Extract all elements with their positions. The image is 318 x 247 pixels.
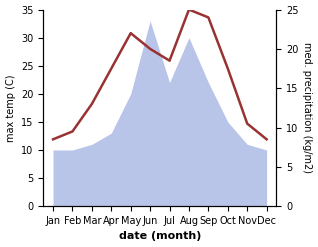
X-axis label: date (month): date (month) xyxy=(119,231,201,242)
Y-axis label: max temp (C): max temp (C) xyxy=(5,74,16,142)
Y-axis label: med. precipitation (kg/m2): med. precipitation (kg/m2) xyxy=(302,42,313,173)
